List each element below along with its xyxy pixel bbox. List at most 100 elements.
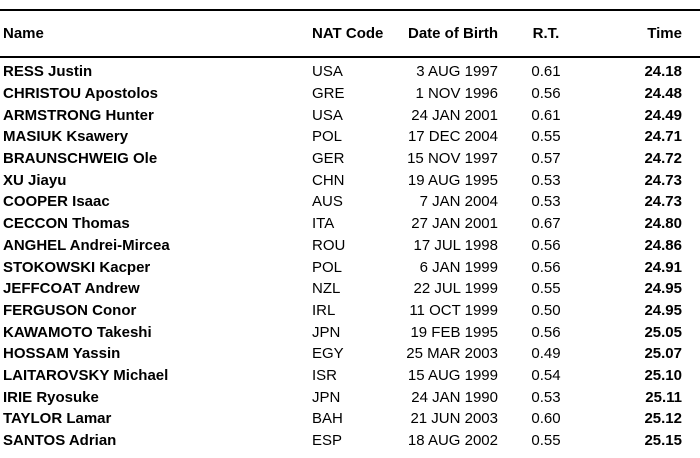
rt-cell: 0.53 bbox=[531, 171, 561, 189]
time-cell: 24.48 bbox=[644, 85, 682, 103]
name-cell: FERGUSON Conor bbox=[3, 301, 137, 319]
time-cell: 24.80 bbox=[644, 215, 682, 233]
results-table: RESS Justin USA 3 AUG 1997 0.61 24.18 CH… bbox=[0, 58, 700, 451]
table-row: COOPER Isaac AUS 7 JAN 2004 0.53 24.73 bbox=[0, 191, 700, 213]
rt-cell: 0.49 bbox=[531, 345, 561, 363]
time-cell: 25.10 bbox=[644, 366, 682, 384]
name-cell: CHRISTOU Apostolos bbox=[3, 85, 159, 103]
time-cell: 24.95 bbox=[644, 280, 682, 298]
nat-code-cell: USA bbox=[312, 63, 343, 81]
table-row: RESS Justin USA 3 AUG 1997 0.61 24.18 bbox=[0, 61, 700, 83]
time-cell: 24.49 bbox=[644, 106, 682, 124]
time-cell: 25.12 bbox=[644, 410, 682, 428]
dob-cell: 15 NOV 1997 bbox=[407, 150, 498, 168]
name-cell: IRIE Ryosuke bbox=[3, 388, 99, 406]
time-cell: 24.86 bbox=[644, 236, 682, 254]
time-cell: 24.91 bbox=[644, 258, 682, 276]
time-cell: 25.07 bbox=[644, 345, 682, 363]
nat-code-cell: AUS bbox=[312, 193, 343, 211]
dob-cell: 17 JUL 1998 bbox=[413, 236, 498, 254]
nat-code-cell: ITA bbox=[312, 215, 335, 233]
rt-cell: 0.55 bbox=[531, 280, 561, 298]
time-cell: 24.18 bbox=[644, 63, 682, 81]
nat-code-cell: IRL bbox=[312, 301, 336, 319]
rt-cell: 0.53 bbox=[531, 193, 561, 211]
nat-code-cell: ESP bbox=[312, 432, 343, 450]
name-cell: KAWAMOTO Takeshi bbox=[3, 323, 152, 341]
rt-cell: 0.54 bbox=[531, 366, 561, 384]
nat-code-cell: NZL bbox=[312, 280, 341, 298]
column-header-reaction-time: R.T. bbox=[532, 25, 560, 42]
name-cell: LAITAROVSKY Michael bbox=[3, 366, 169, 384]
name-cell: SANTOS Adrian bbox=[3, 432, 117, 450]
header-rule bbox=[0, 56, 700, 58]
table-row: BRAUNSCHWEIG Ole GER 15 NOV 1997 0.57 24… bbox=[0, 148, 700, 170]
dob-cell: 15 AUG 1999 bbox=[407, 366, 498, 384]
rt-cell: 0.60 bbox=[531, 410, 561, 428]
top-rule bbox=[0, 9, 700, 11]
column-header-name: Name bbox=[3, 25, 44, 42]
time-cell: 24.72 bbox=[644, 150, 682, 168]
nat-code-cell: JPN bbox=[312, 388, 341, 406]
table-row: HOSSAM Yassin EGY 25 MAR 2003 0.49 25.07 bbox=[0, 343, 700, 365]
rt-cell: 0.55 bbox=[531, 128, 561, 146]
table-row: ARMSTRONG Hunter USA 24 JAN 2001 0.61 24… bbox=[0, 104, 700, 126]
table-row: IRIE Ryosuke JPN 24 JAN 1990 0.53 25.11 bbox=[0, 386, 700, 408]
dob-cell: 1 NOV 1996 bbox=[415, 85, 498, 103]
dob-cell: 3 AUG 1997 bbox=[416, 63, 498, 81]
rt-cell: 0.56 bbox=[531, 85, 561, 103]
dob-cell: 18 AUG 2002 bbox=[407, 432, 498, 450]
nat-code-header-label: NAT Code bbox=[312, 24, 384, 42]
dob-cell: 11 OCT 1999 bbox=[409, 301, 498, 319]
time-cell: 25.05 bbox=[644, 323, 682, 341]
name-cell: JEFFCOAT Andrew bbox=[3, 280, 140, 298]
rt-cell: 0.55 bbox=[531, 432, 561, 450]
rt-cell: 0.61 bbox=[531, 63, 561, 81]
nat-code-cell: GRE bbox=[312, 85, 345, 103]
dob-cell: 17 DEC 2004 bbox=[407, 128, 498, 146]
table-row: LAITAROVSKY Michael ISR 15 AUG 1999 0.54… bbox=[0, 365, 700, 387]
dob-cell: 24 JAN 2001 bbox=[411, 106, 498, 124]
nat-code-cell: POL bbox=[312, 128, 343, 146]
table-row: KAWAMOTO Takeshi JPN 19 FEB 1995 0.56 25… bbox=[0, 321, 700, 343]
time-cell: 24.71 bbox=[644, 128, 682, 146]
dob-cell: 21 JUN 2003 bbox=[410, 410, 498, 428]
name-cell: ANGHEL Andrei-Mircea bbox=[3, 236, 170, 254]
time-cell: 25.11 bbox=[645, 388, 682, 406]
column-header-nat-code: NAT Code bbox=[310, 25, 390, 42]
nat-code-cell: POL bbox=[312, 258, 343, 276]
dob-cell: 22 JUL 1999 bbox=[413, 280, 498, 298]
time-cell: 24.73 bbox=[644, 171, 682, 189]
column-header-date-of-birth: Date of Birth bbox=[408, 25, 498, 42]
column-header-time: Time bbox=[647, 25, 682, 42]
table-row: MASIUK Ksawery POL 17 DEC 2004 0.55 24.7… bbox=[0, 126, 700, 148]
dob-cell: 19 AUG 1995 bbox=[407, 171, 498, 189]
time-cell: 24.95 bbox=[644, 301, 682, 319]
dob-cell: 27 JAN 2001 bbox=[411, 215, 498, 233]
table-row: ANGHEL Andrei-Mircea ROU 17 JUL 1998 0.5… bbox=[0, 235, 700, 257]
nat-code-cell: ISR bbox=[312, 366, 338, 384]
time-cell: 25.15 bbox=[644, 432, 682, 450]
nat-code-cell: CHN bbox=[312, 171, 345, 189]
table-row: TAYLOR Lamar BAH 21 JUN 2003 0.60 25.12 bbox=[0, 408, 700, 430]
dob-cell: 6 JAN 1999 bbox=[419, 258, 498, 276]
name-cell: MASIUK Ksawery bbox=[3, 128, 129, 146]
name-cell: XU Jiayu bbox=[3, 171, 67, 189]
rt-cell: 0.50 bbox=[531, 301, 561, 319]
dob-cell: 24 JAN 1990 bbox=[411, 388, 498, 406]
nat-code-cell: ROU bbox=[312, 236, 346, 254]
nat-code-cell: BAH bbox=[312, 410, 343, 428]
rt-cell: 0.61 bbox=[531, 106, 561, 124]
table-row: CHRISTOU Apostolos GRE 1 NOV 1996 0.56 2… bbox=[0, 83, 700, 105]
table-row: XU Jiayu CHN 19 AUG 1995 0.53 24.73 bbox=[0, 169, 700, 191]
time-cell: 24.73 bbox=[644, 193, 682, 211]
dob-cell: 19 FEB 1995 bbox=[410, 323, 498, 341]
rt-cell: 0.56 bbox=[531, 323, 561, 341]
dob-cell: 7 JAN 2004 bbox=[419, 193, 498, 211]
name-cell: COOPER Isaac bbox=[3, 193, 110, 211]
table-row: STOKOWSKI Kacper POL 6 JAN 1999 0.56 24.… bbox=[0, 256, 700, 278]
name-cell: BRAUNSCHWEIG Ole bbox=[3, 150, 158, 168]
name-cell: STOKOWSKI Kacper bbox=[3, 258, 151, 276]
name-cell: CECCON Thomas bbox=[3, 215, 130, 233]
